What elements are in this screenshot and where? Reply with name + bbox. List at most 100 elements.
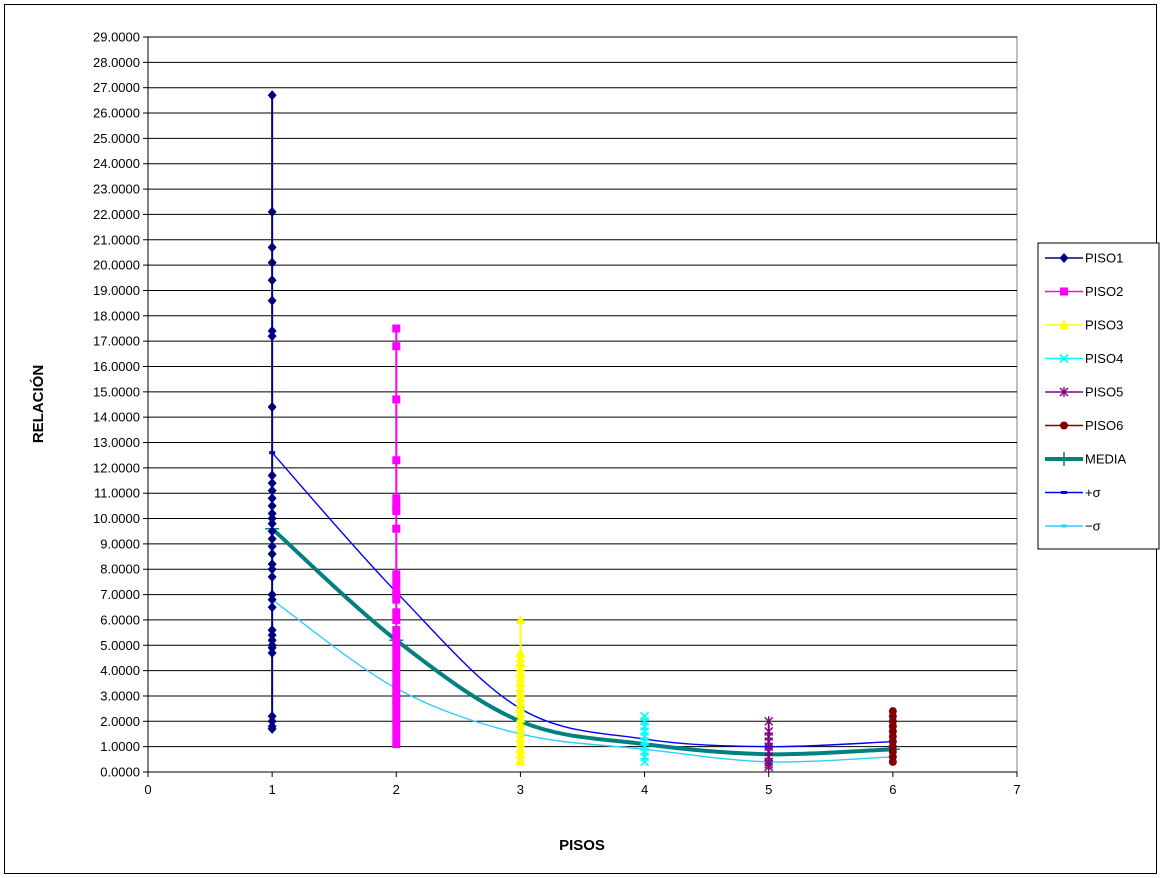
series-PISO1 <box>267 90 277 734</box>
plot-area <box>147 36 1018 773</box>
data-point <box>267 711 277 722</box>
legend-swatch-marker <box>1061 524 1067 528</box>
legend-item: PISO6 <box>1045 418 1123 433</box>
data-point <box>515 703 526 713</box>
data-point <box>392 740 401 749</box>
series-PISO6 <box>888 707 897 766</box>
data-point <box>267 571 277 582</box>
data-point <box>267 602 277 613</box>
y-tick-label: 26.0000 <box>93 106 140 121</box>
y-tick-label: 25.0000 <box>93 131 140 146</box>
y-tick-label: 5.0000 <box>100 638 140 653</box>
legend-swatch-marker <box>1057 452 1071 466</box>
data-point <box>515 749 526 759</box>
data-point <box>515 647 526 657</box>
series-PISO5 <box>764 716 774 772</box>
data-point <box>392 717 401 726</box>
data-point <box>392 494 401 503</box>
x-tick-label: 1 <box>269 782 276 797</box>
legend-label: PISO1 <box>1085 251 1123 266</box>
y-tick-label: 16.0000 <box>93 359 140 374</box>
data-point <box>267 331 277 342</box>
legend-swatch-marker <box>1060 287 1068 296</box>
data-point <box>515 663 526 673</box>
data-point <box>267 625 277 636</box>
y-tick-label: 14.0000 <box>93 410 140 425</box>
y-axis-title: RELACIÓN <box>29 365 47 443</box>
y-tick-label: 21.0000 <box>93 232 140 247</box>
data-point <box>267 90 277 101</box>
legend: PISO1 PISO2 PISO3 PISO4 PISO5 PISO6 MEDIA +σ −σ <box>1037 242 1160 550</box>
data-point <box>267 559 277 570</box>
data-point <box>515 718 526 728</box>
data-point <box>392 641 401 650</box>
data-point <box>515 708 526 718</box>
data-point <box>515 744 526 754</box>
data-point <box>267 526 277 537</box>
data-point <box>267 518 277 529</box>
data-point <box>392 702 401 711</box>
legend-item: MEDIA <box>1045 452 1127 467</box>
data-point <box>640 757 650 767</box>
data-point <box>392 506 401 515</box>
data-point <box>267 594 277 605</box>
legend-label: PISO5 <box>1085 385 1123 400</box>
data-point <box>515 683 526 693</box>
legend-swatch-marker <box>1059 387 1069 397</box>
x-tick-label: 2 <box>393 782 400 797</box>
x-tick-label: 6 <box>889 782 896 797</box>
data-point <box>392 709 401 718</box>
legend-swatch-marker <box>1061 491 1067 494</box>
data-point <box>267 326 277 336</box>
y-tick-label: 4.0000 <box>100 663 140 678</box>
gridlines <box>148 36 1017 748</box>
data-point <box>515 652 526 662</box>
data-point <box>392 694 401 703</box>
data-point <box>392 732 401 741</box>
data-point <box>392 570 401 579</box>
y-tick-label: 29.0000 <box>93 30 140 45</box>
legend-item: PISO5 <box>1045 385 1123 400</box>
data-point <box>267 564 277 575</box>
data-point <box>392 395 401 404</box>
data-point <box>392 633 401 642</box>
data-point <box>392 648 401 657</box>
y-tick-label: 18.0000 <box>93 308 140 323</box>
legend-label: PISO2 <box>1085 284 1123 299</box>
data-point <box>392 324 401 333</box>
series-PISO3 <box>515 614 526 766</box>
data-point <box>515 734 526 744</box>
y-tick-label: 28.0000 <box>93 55 140 70</box>
y-tick-label: 24.0000 <box>93 156 140 171</box>
data-point <box>515 698 526 708</box>
data-point <box>764 716 774 727</box>
data-point <box>267 642 277 653</box>
y-tick-label: 3.0000 <box>100 688 140 703</box>
series-PISO2 <box>392 324 401 749</box>
y-axis-ticks: 0.0000 1.0000 2.0000 3.0000 4.0000 5.0000 6.00… <box>93 30 149 780</box>
data-point <box>392 656 401 665</box>
data-point <box>392 585 401 594</box>
data-point <box>392 501 401 510</box>
data-point <box>515 728 526 738</box>
data-point <box>267 647 277 658</box>
legend-label: PISO4 <box>1085 351 1123 366</box>
data-point <box>515 658 526 668</box>
data-point <box>392 524 401 533</box>
y-tick-label: 13.0000 <box>93 435 140 450</box>
y-tick-label: 1.0000 <box>100 739 140 754</box>
data-point <box>515 693 526 703</box>
data-point <box>392 679 401 688</box>
x-tick-label: 7 <box>1013 782 1020 797</box>
legend-swatch-marker <box>1059 353 1069 364</box>
series-line <box>270 527 893 757</box>
data-point <box>267 206 277 217</box>
data-point <box>267 485 277 496</box>
legend-label: +σ <box>1085 485 1101 500</box>
data-point <box>267 549 277 560</box>
y-tick-label: 10.0000 <box>93 511 140 526</box>
y-tick-label: 11.0000 <box>94 486 140 501</box>
y-tick-label: 22.0000 <box>93 207 140 222</box>
y-tick-label: 23.0000 <box>93 182 140 197</box>
